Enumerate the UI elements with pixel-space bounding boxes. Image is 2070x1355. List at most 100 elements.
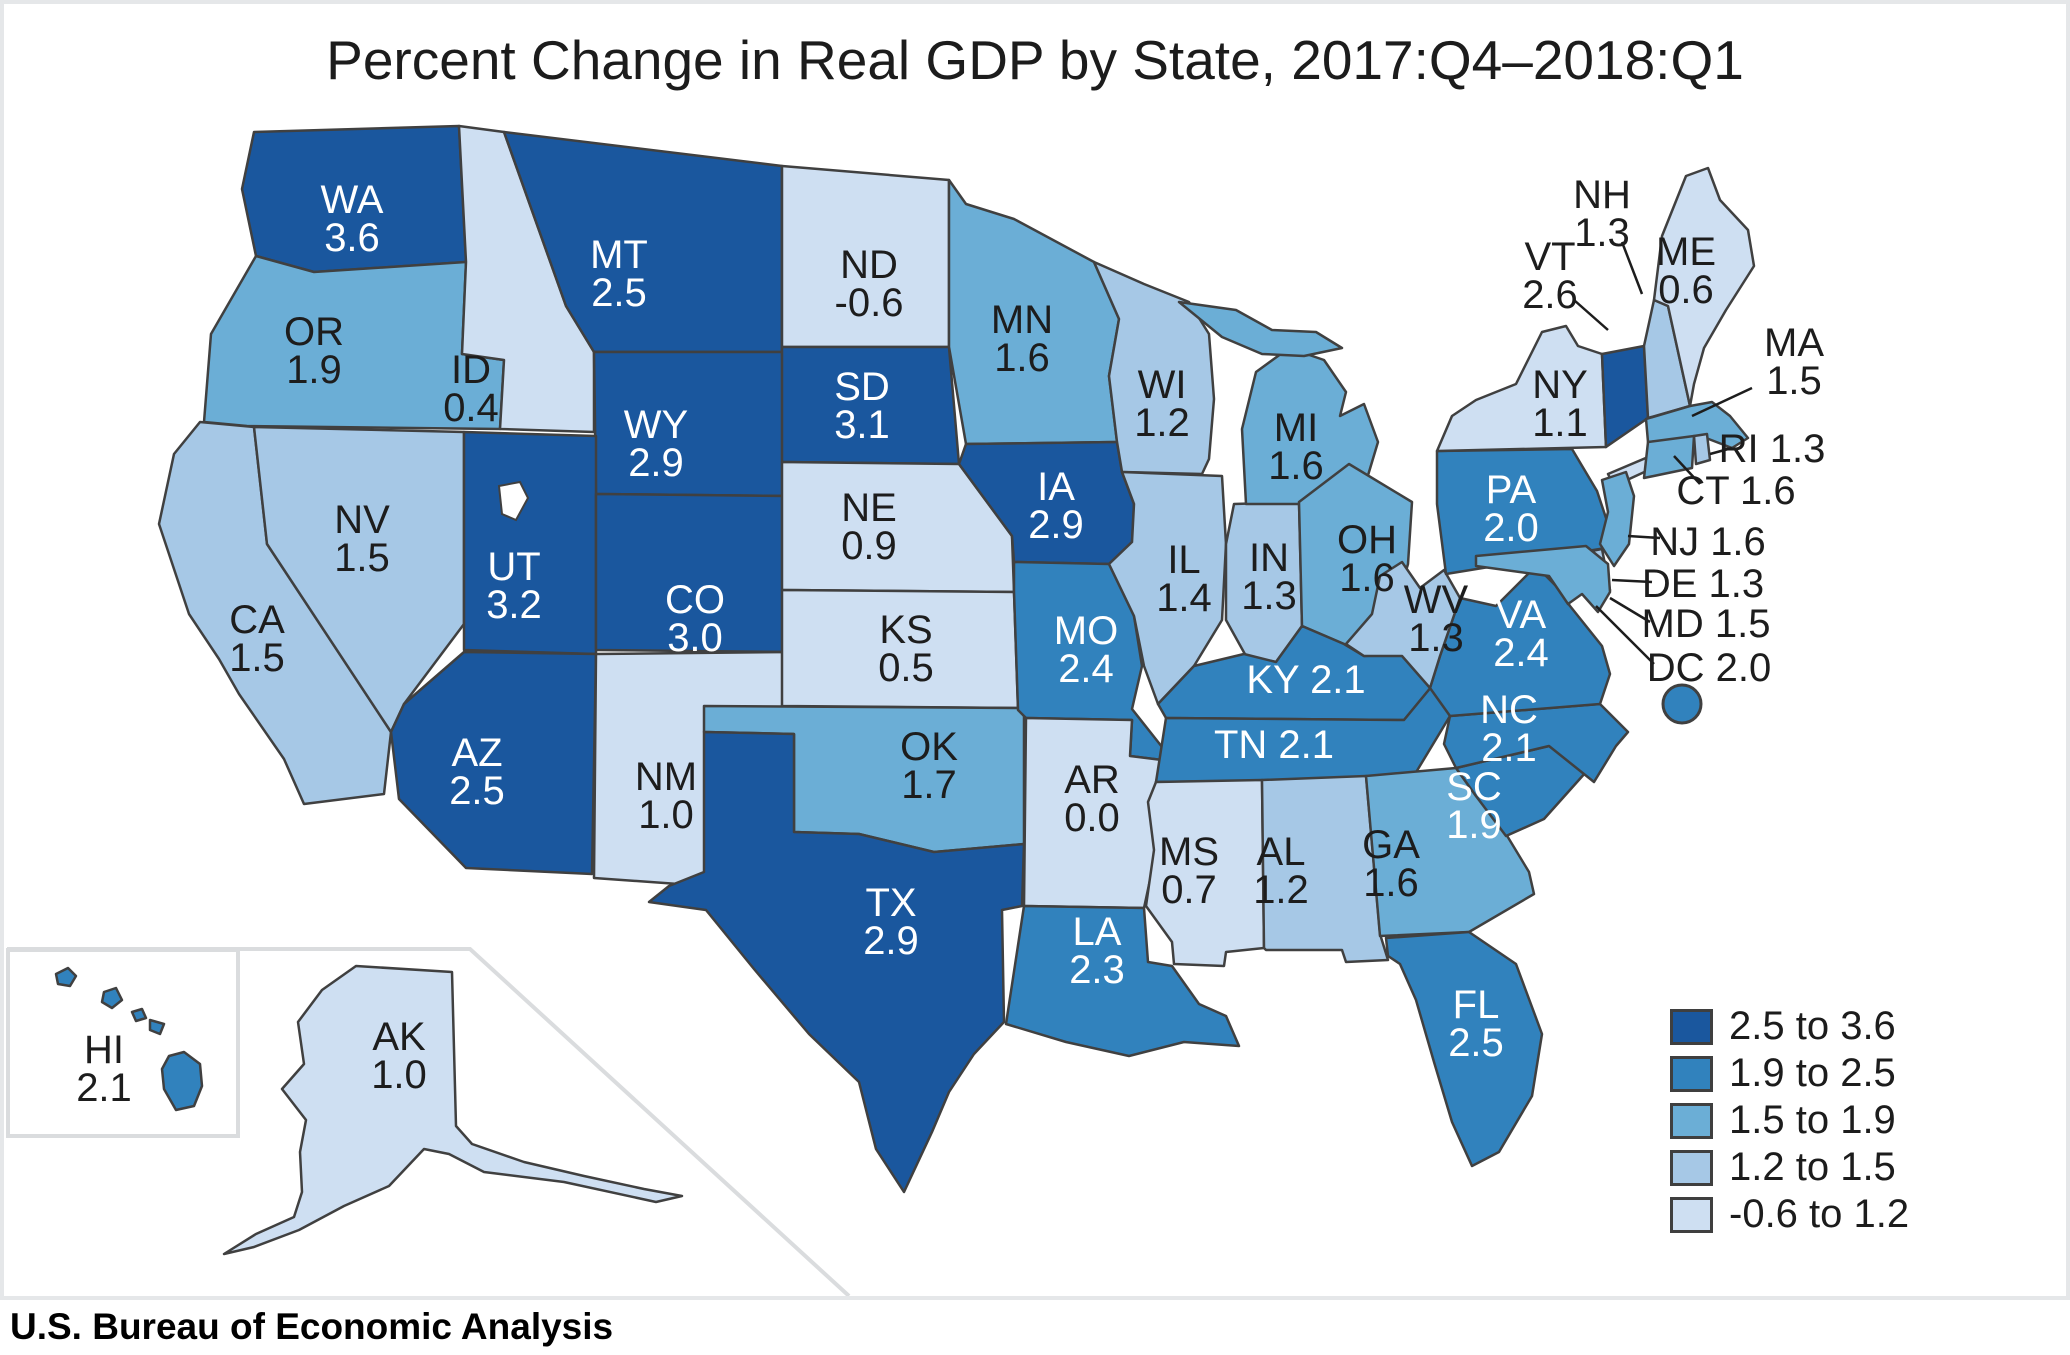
- state-value-CA: 1.5: [229, 636, 285, 680]
- state-shape-HI: [148, 1018, 166, 1036]
- leader-line-RI: [1709, 446, 1733, 456]
- state-label-ID: ID: [451, 348, 491, 392]
- dc-marker: [1661, 683, 1703, 725]
- legend-item: 1.2 to 1.5: [1670, 1144, 1909, 1191]
- state-value-UT: 3.2: [486, 583, 542, 627]
- state-value-WA: 3.6: [324, 216, 380, 260]
- state-value-NE: 0.9: [841, 524, 897, 568]
- legend-item: 1.9 to 2.5: [1670, 1050, 1909, 1097]
- legend-label: 1.5 to 1.9: [1729, 1098, 1896, 1142]
- state-label-FL: FL: [1453, 983, 1500, 1027]
- state-value-WV: 1.3: [1408, 616, 1464, 660]
- state-label-WV: WV: [1404, 578, 1469, 622]
- state-label-MT: MT: [590, 233, 648, 277]
- leader-line-DE: [1611, 578, 1653, 584]
- state-label-GA: GA: [1362, 823, 1420, 867]
- state-label-AK: AK: [372, 1015, 426, 1059]
- legend-label: 1.2 to 1.5: [1729, 1145, 1896, 1189]
- state-label-OR: OR: [284, 310, 344, 354]
- state-label-AZ: AZ: [451, 731, 502, 775]
- state-value-LA: 2.3: [1069, 948, 1125, 992]
- leader-line-NH: [1620, 241, 1644, 295]
- state-shape-NC: [1442, 702, 1630, 784]
- legend-label: 2.5 to 3.6: [1729, 1004, 1896, 1048]
- state-shape-TX: [647, 730, 1026, 1194]
- state-label-RI: RI 1.3: [1719, 427, 1826, 471]
- state-shape-WI: [1092, 260, 1216, 476]
- state-shape-VT: [1600, 344, 1650, 449]
- state-value-VA: 2.4: [1493, 631, 1549, 675]
- legend-label: -0.6 to 1.2: [1729, 1192, 1910, 1236]
- state-label-DC: DC 2.0: [1647, 646, 1772, 690]
- state-label-MD: MD 1.5: [1642, 602, 1771, 646]
- state-value-AZ: 2.5: [449, 769, 505, 813]
- state-label-KY: KY 2.1: [1246, 658, 1365, 702]
- state-label-MO: MO: [1054, 609, 1118, 653]
- state-label-OK: OK: [900, 725, 958, 769]
- state-label-VT: VT: [1524, 235, 1575, 279]
- state-shape-NJ: [1598, 470, 1636, 568]
- state-shape-HI: [100, 986, 124, 1010]
- state-shape-HI: [160, 1050, 204, 1112]
- leader-line-VT: [1573, 299, 1609, 331]
- state-label-MA: MA: [1764, 321, 1824, 365]
- leader-line-DC: [1595, 605, 1655, 665]
- state-shape-CT: [1642, 434, 1696, 480]
- state-label-OH: OH: [1337, 518, 1397, 562]
- state-label-WI: WI: [1138, 363, 1187, 407]
- state-label-AR: AR: [1064, 758, 1120, 802]
- state-value-MT: 2.5: [591, 271, 647, 315]
- state-value-HI: 2.1: [76, 1066, 132, 1110]
- state-shape-MD: [1474, 544, 1612, 614]
- state-label-WY: WY: [624, 403, 688, 447]
- state-label-IA: IA: [1037, 465, 1075, 509]
- state-value-IL: 1.4: [1156, 576, 1212, 620]
- state-label-NC: NC: [1480, 688, 1538, 732]
- state-label-IL: IL: [1167, 538, 1200, 582]
- map-legend: 2.5 to 3.6 1.9 to 2.5 1.5 to 1.9 1.2 to …: [1670, 1003, 1909, 1238]
- state-label-NJ: NJ 1.6: [1650, 520, 1766, 564]
- state-value-AR: 0.0: [1064, 796, 1120, 840]
- leader-line-MA: [1691, 386, 1753, 418]
- state-label-CT: CT 1.6: [1676, 469, 1795, 513]
- legend-swatch: [1670, 1055, 1713, 1092]
- state-label-NY: NY: [1532, 363, 1588, 407]
- state-value-WY: 2.9: [628, 441, 684, 485]
- state-label-SC: SC: [1446, 765, 1502, 809]
- state-value-AK: 1.0: [371, 1053, 427, 1097]
- leader-line-CT: [1673, 455, 1701, 485]
- state-label-NV: NV: [334, 498, 390, 542]
- leader-line-NJ: [1627, 534, 1661, 540]
- state-value-WI: 1.2: [1134, 401, 1190, 445]
- state-shape-HI: [130, 1007, 148, 1023]
- state-shape-WV: [1344, 560, 1462, 690]
- state-value-NH: 1.3: [1574, 211, 1630, 255]
- state-value-MI: 1.6: [1268, 444, 1324, 488]
- state-label-CO: CO: [665, 578, 725, 622]
- state-label-LA: LA: [1073, 910, 1122, 954]
- state-shape-AK: [222, 964, 684, 1256]
- state-value-NV: 1.5: [334, 536, 390, 580]
- state-value-MA: 1.5: [1766, 359, 1822, 403]
- state-label-MI: MI: [1274, 406, 1318, 450]
- state-value-FL: 2.5: [1448, 1021, 1504, 1065]
- state-value-PA: 2.0: [1483, 506, 1539, 550]
- legend-item: 1.5 to 1.9: [1670, 1097, 1909, 1144]
- hawaii-inset-box: [6, 948, 240, 1138]
- state-label-MN: MN: [991, 298, 1053, 342]
- state-value-VT: 2.6: [1522, 273, 1578, 317]
- chart-title: Percent Change in Real GDP by State, 201…: [326, 29, 1744, 91]
- state-shape-LA: [1004, 904, 1241, 1058]
- state-value-ME: 0.6: [1658, 268, 1714, 312]
- state-value-MS: 0.7: [1161, 868, 1217, 912]
- state-value-SC: 1.9: [1446, 803, 1502, 847]
- us-choropleth-map: WA3.6OR1.9CA1.5NV1.5ID0.4MT2.5WY2.9UT3.2…: [6, 124, 1826, 1296]
- legend-swatch: [1670, 1149, 1713, 1186]
- state-label-TX: TX: [865, 881, 916, 925]
- great-salt-lake: [497, 480, 530, 522]
- state-label-NM: NM: [635, 755, 697, 799]
- state-value-SD: 3.1: [834, 403, 890, 447]
- state-value-TX: 2.9: [863, 919, 919, 963]
- state-value-AL: 1.2: [1253, 868, 1309, 912]
- state-shape-ME: [1652, 166, 1756, 408]
